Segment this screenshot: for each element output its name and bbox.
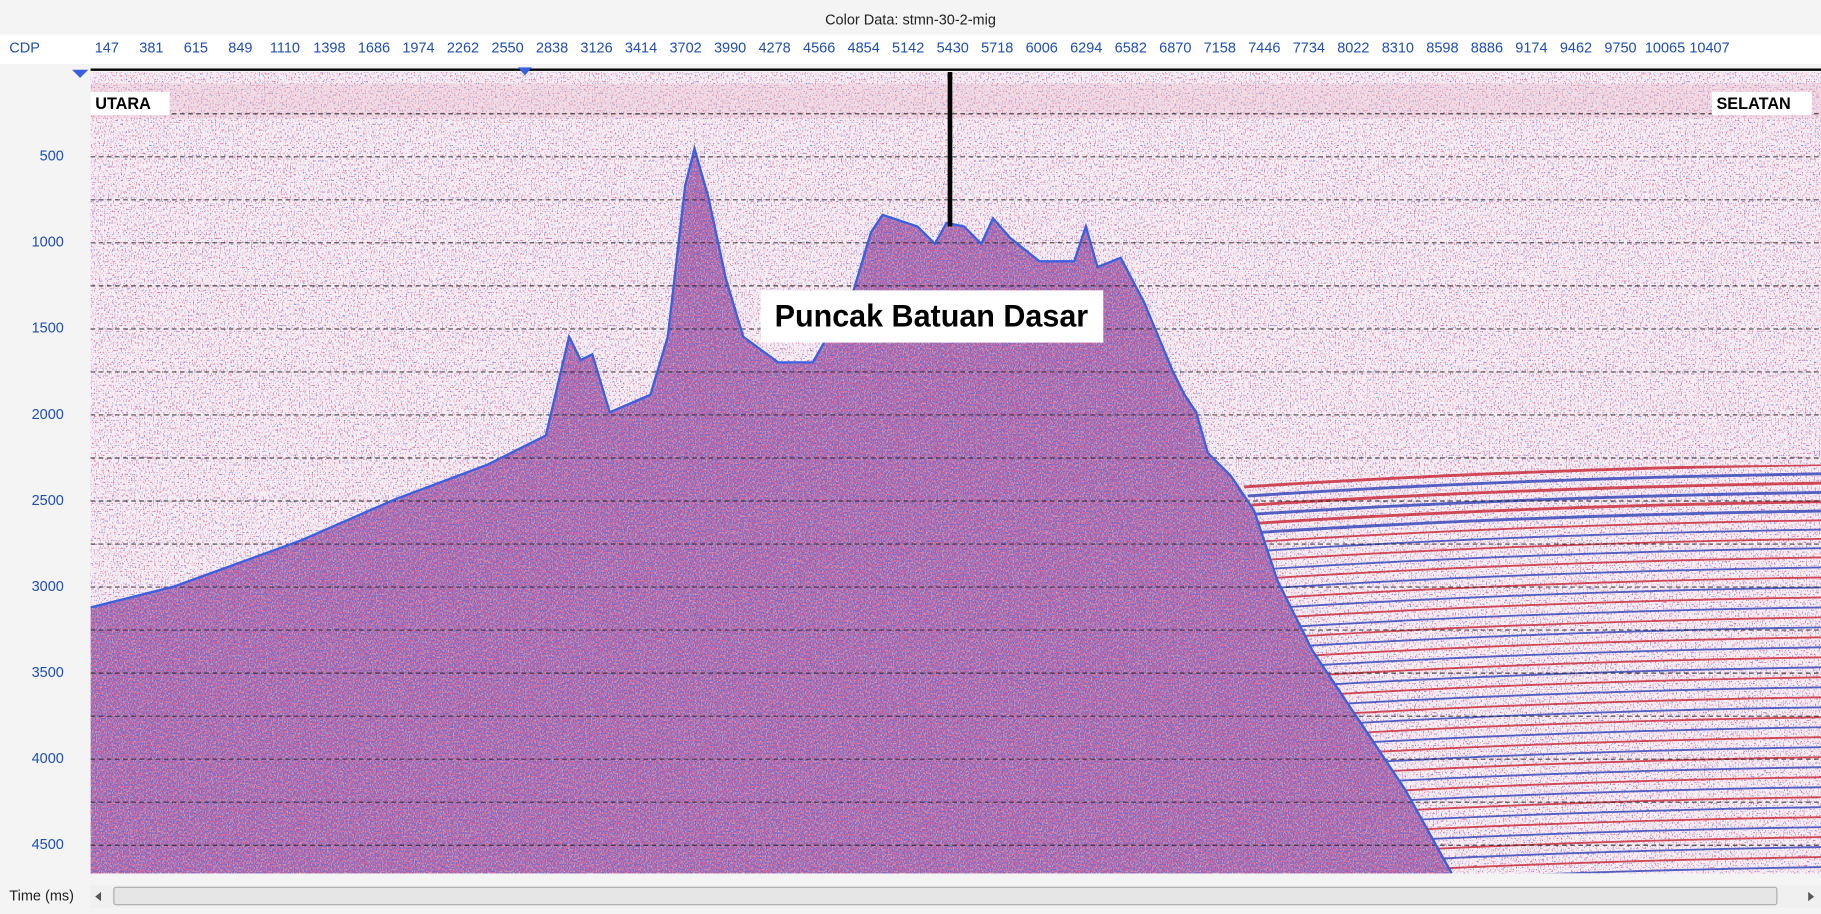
- reflector: [1236, 472, 1821, 499]
- reflector: [1236, 576, 1821, 602]
- x-tick-label: 3126: [580, 41, 612, 57]
- x-tick-label: 1398: [313, 41, 345, 57]
- x-tick-label: 5430: [937, 41, 969, 57]
- reflector: [1236, 547, 1821, 573]
- reflector: [1236, 519, 1821, 545]
- reflector: [1236, 566, 1821, 592]
- x-tick-label: 7158: [1204, 41, 1236, 57]
- x-tick-label: 849: [228, 41, 252, 57]
- x-tick-label: 6870: [1159, 41, 1191, 57]
- reflector: [1236, 464, 1821, 490]
- basement-horizon: [90, 144, 1453, 874]
- left-label: UTARA: [95, 95, 151, 113]
- x-tick-label: 9462: [1560, 41, 1592, 57]
- right-label-bg: [1711, 91, 1812, 115]
- reflector: [1236, 616, 1821, 642]
- left-label-bg: [90, 91, 170, 115]
- scroll-thumb[interactable]: [113, 886, 1778, 906]
- cdp-bar: [0, 34, 1821, 64]
- x-tick-label: 1686: [358, 41, 390, 57]
- y-tick-label: 500: [40, 149, 64, 165]
- plot-area: [90, 72, 1821, 874]
- x-axis-label: CDP: [9, 41, 40, 57]
- reflector: [1236, 537, 1821, 564]
- cursor-marker[interactable]: [517, 67, 532, 76]
- x-tick-label: 381: [139, 41, 163, 57]
- reflector: [1236, 556, 1821, 582]
- x-tick-label: 6006: [1026, 41, 1058, 57]
- y-tick-label: 1000: [32, 235, 64, 251]
- reflector: [1236, 490, 1821, 518]
- x-tick-label: 5718: [981, 41, 1013, 57]
- reflector: [1236, 509, 1821, 536]
- x-tick-label: 8022: [1337, 41, 1369, 57]
- y-axis-label: Time (ms): [9, 888, 74, 904]
- reflector: [1236, 528, 1821, 554]
- x-tick-label: 615: [184, 41, 208, 57]
- x-tick-label: 8310: [1382, 41, 1414, 57]
- x-tick-label: 8598: [1426, 41, 1458, 57]
- x-tick-label: 3702: [669, 41, 701, 57]
- reflector: [1236, 596, 1821, 622]
- y-tick-label: 3500: [32, 665, 64, 681]
- y-tick-label: 2500: [32, 493, 64, 509]
- x-tick-label: 1974: [402, 41, 434, 57]
- reflector: [1236, 856, 1821, 874]
- x-tick-label: 4854: [848, 41, 880, 57]
- y-tick-label: 2000: [32, 407, 64, 423]
- reflector: [1236, 606, 1821, 632]
- x-tick-label: 10065: [1645, 41, 1685, 57]
- feature-label-bg: [760, 290, 1104, 343]
- x-tick-label: 3414: [625, 41, 657, 57]
- reflector: [1236, 500, 1821, 527]
- x-tick-label: 5142: [892, 41, 924, 57]
- x-tick-label: 7446: [1248, 41, 1280, 57]
- x-tick-label: 2550: [491, 41, 523, 57]
- reflector: [1236, 481, 1821, 508]
- x-tick-label: 7734: [1293, 41, 1325, 57]
- right-label: SELATAN: [1716, 95, 1790, 113]
- feature-label: Puncak Batuan Dasar: [775, 298, 1089, 333]
- y-tick-label: 3000: [32, 579, 64, 595]
- x-tick-label: 147: [95, 41, 119, 57]
- x-tick-label: 4566: [803, 41, 835, 57]
- x-tick-label: 10407: [1689, 41, 1729, 57]
- y-tick-label: 4000: [32, 751, 64, 767]
- top-band: [90, 83, 1821, 119]
- x-tick-label: 4278: [758, 41, 790, 57]
- scroll-left[interactable]: [95, 891, 102, 902]
- y-tick-label: 1500: [32, 321, 64, 337]
- x-tick-label: 8886: [1471, 41, 1503, 57]
- scroll-right[interactable]: [1808, 891, 1815, 902]
- title: Color Data: stmn-30-2-mig: [825, 13, 996, 29]
- x-tick-label: 9750: [1604, 41, 1636, 57]
- y-tick-label: 4500: [32, 837, 64, 853]
- x-tick-label: 9174: [1515, 41, 1547, 57]
- reflector: [1236, 866, 1821, 874]
- start-marker: [72, 69, 89, 78]
- x-tick-label: 1110: [270, 41, 300, 57]
- x-tick-label: 2262: [447, 41, 479, 57]
- x-tick-label: 6582: [1115, 41, 1147, 57]
- x-tick-label: 2838: [536, 41, 568, 57]
- x-tick-label: 6294: [1070, 41, 1102, 57]
- reflector: [1236, 586, 1821, 612]
- x-tick-label: 3990: [714, 41, 746, 57]
